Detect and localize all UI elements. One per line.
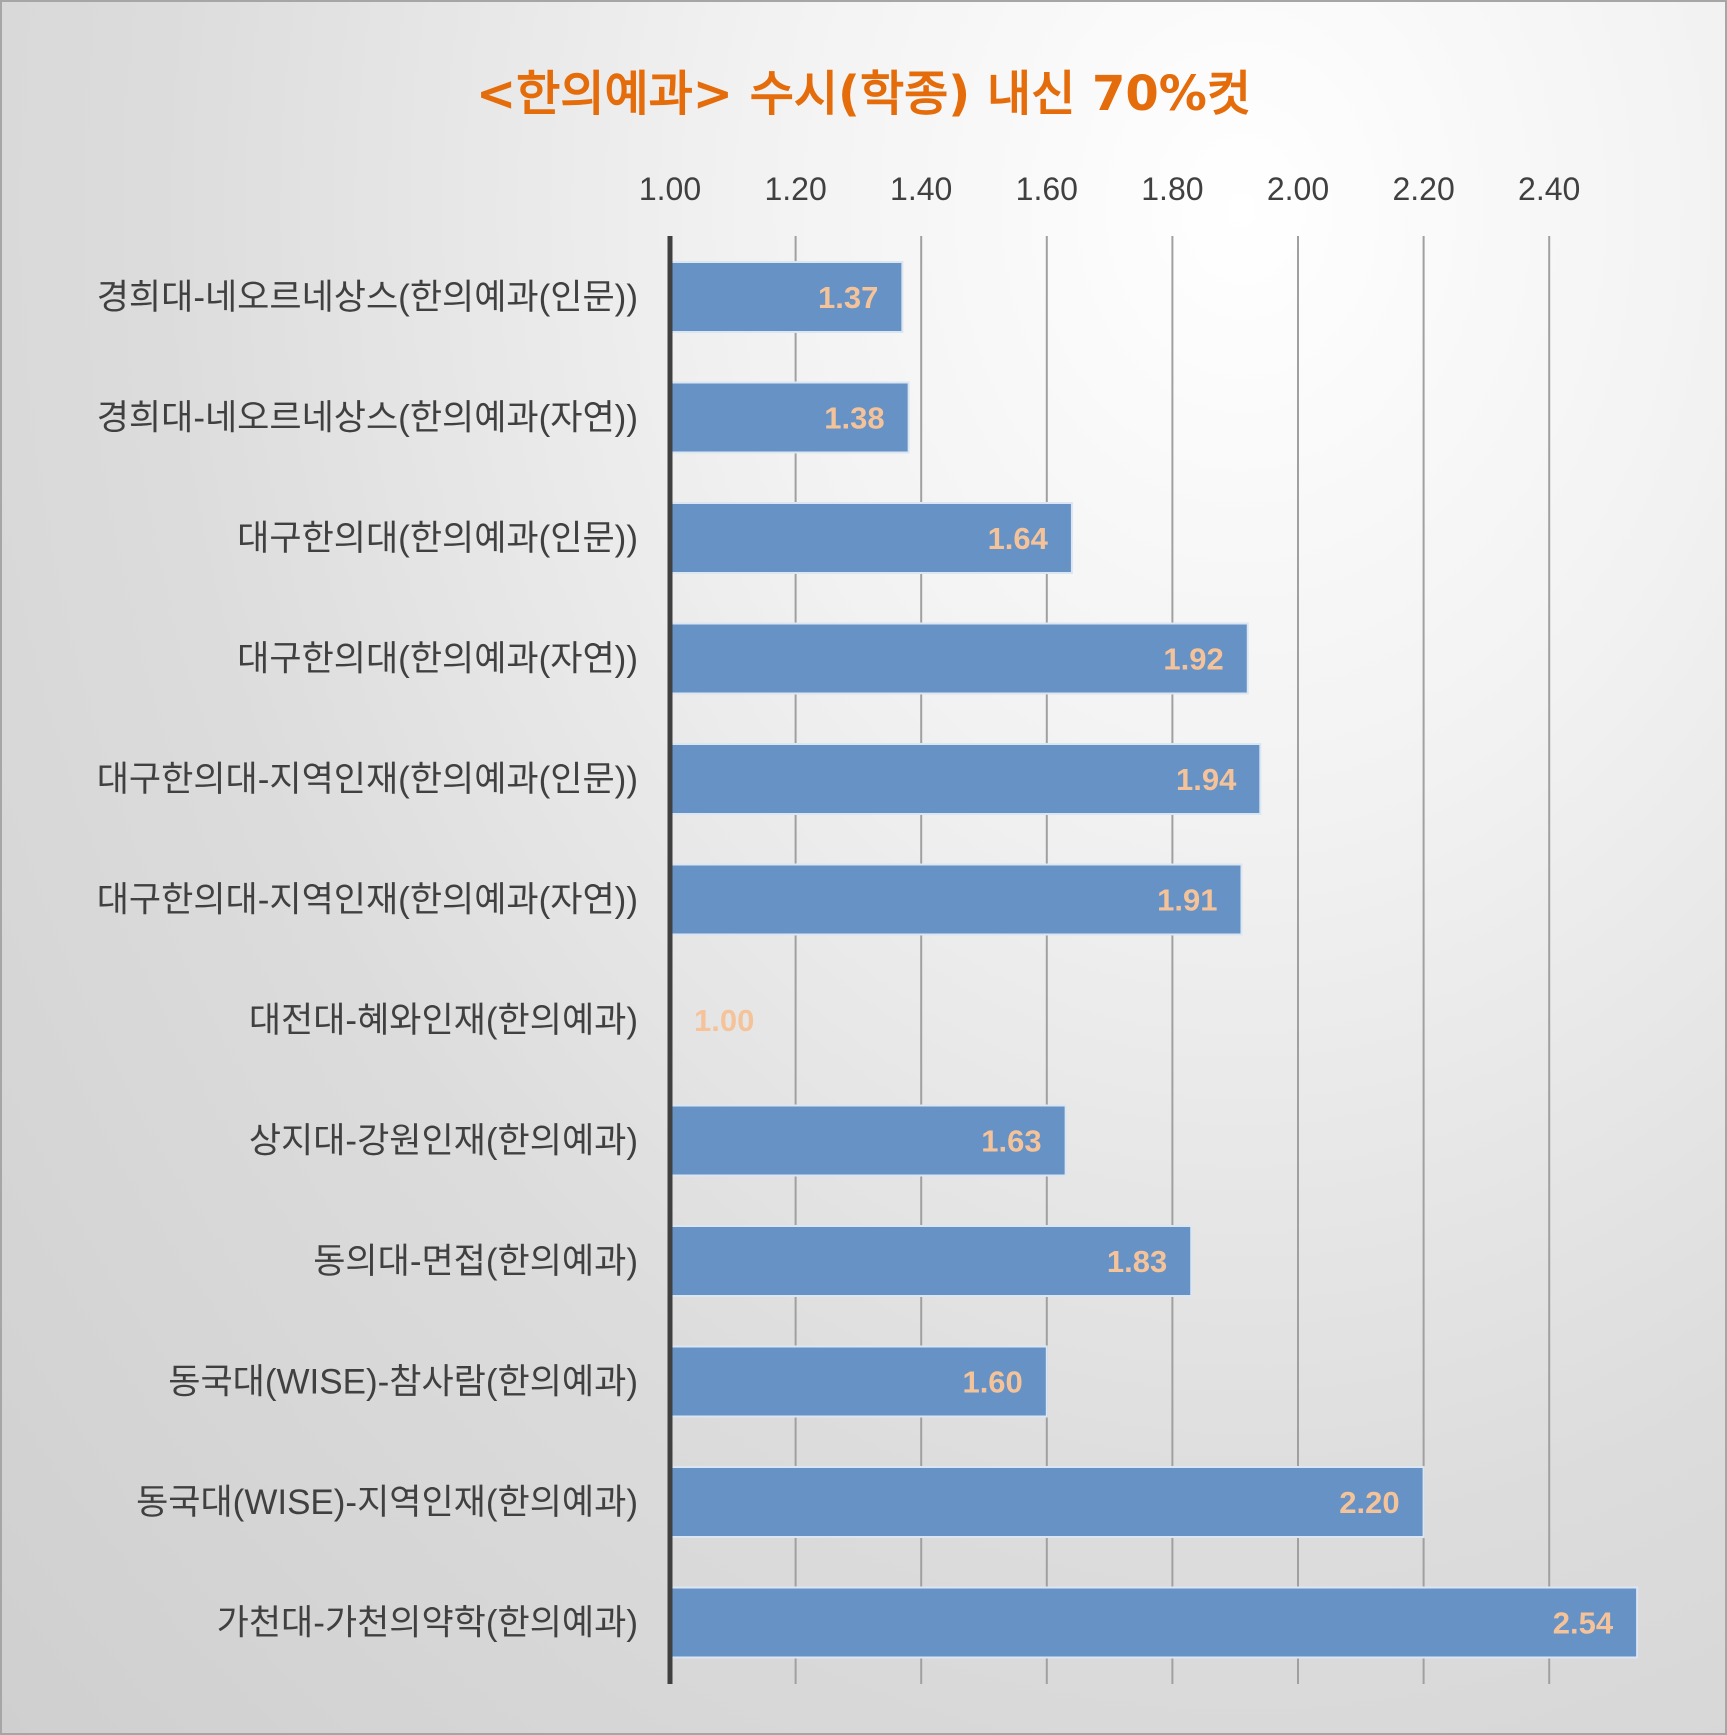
bar [669, 743, 1262, 815]
x-tick-label: 2.40 [1518, 171, 1580, 207]
x-tick-label: 1.40 [890, 171, 952, 207]
category-label: 가천대-가천의약학(한의예과) [217, 1604, 638, 1643]
category-label: 동국대(WISE)-지역인재(한의예과) [136, 1483, 638, 1522]
x-tick-label: 1.60 [1016, 171, 1078, 207]
x-tick-label: 1.80 [1141, 171, 1203, 207]
data-label: 1.63 [981, 1124, 1041, 1159]
data-label: 1.38 [824, 401, 884, 436]
data-label: 1.83 [1107, 1244, 1167, 1279]
data-label: 1.37 [818, 280, 878, 315]
data-label: 1.94 [1176, 762, 1237, 797]
bar [669, 1466, 1425, 1538]
category-label: 상지대-강원인재(한의예과) [249, 1122, 638, 1161]
x-tick-label: 2.00 [1267, 171, 1329, 207]
category-label: 동국대(WISE)-참사람(한의예과) [168, 1363, 638, 1402]
x-tick-label: 1.00 [639, 171, 701, 207]
x-tick-label: 2.20 [1392, 171, 1454, 207]
data-label: 1.60 [962, 1365, 1022, 1400]
bar [669, 1586, 1639, 1659]
category-label: 대구한의대(한의예과(인문)) [237, 519, 638, 558]
category-label: 경희대-네오르네상스(한의예과(인문)) [97, 278, 638, 317]
data-label: 1.00 [694, 1003, 754, 1038]
bar [669, 261, 904, 333]
data-label: 1.91 [1157, 883, 1217, 918]
category-label: 대구한의대-지역인재(한의예과(인문)) [97, 760, 638, 799]
data-label: 1.64 [988, 521, 1049, 556]
data-label: 2.54 [1553, 1606, 1614, 1641]
bar [669, 863, 1243, 936]
category-label: 동의대-면접(한의예과) [313, 1242, 638, 1281]
bar [669, 622, 1249, 695]
data-label: 1.92 [1163, 642, 1223, 677]
data-label: 2.20 [1339, 1485, 1399, 1520]
category-label: 대전대-혜와인재(한의예과) [249, 1001, 638, 1040]
chart-title: <한의예과> 수시(학종) 내신 70%컷 [475, 66, 1252, 122]
category-label: 경희대-네오르네상스(한의예과(자연)) [97, 399, 638, 438]
category-label: 대구한의대(한의예과(자연)) [237, 640, 638, 679]
x-tick-label: 1.20 [764, 171, 826, 207]
category-label: 대구한의대-지역인재(한의예과(자연)) [97, 881, 638, 920]
